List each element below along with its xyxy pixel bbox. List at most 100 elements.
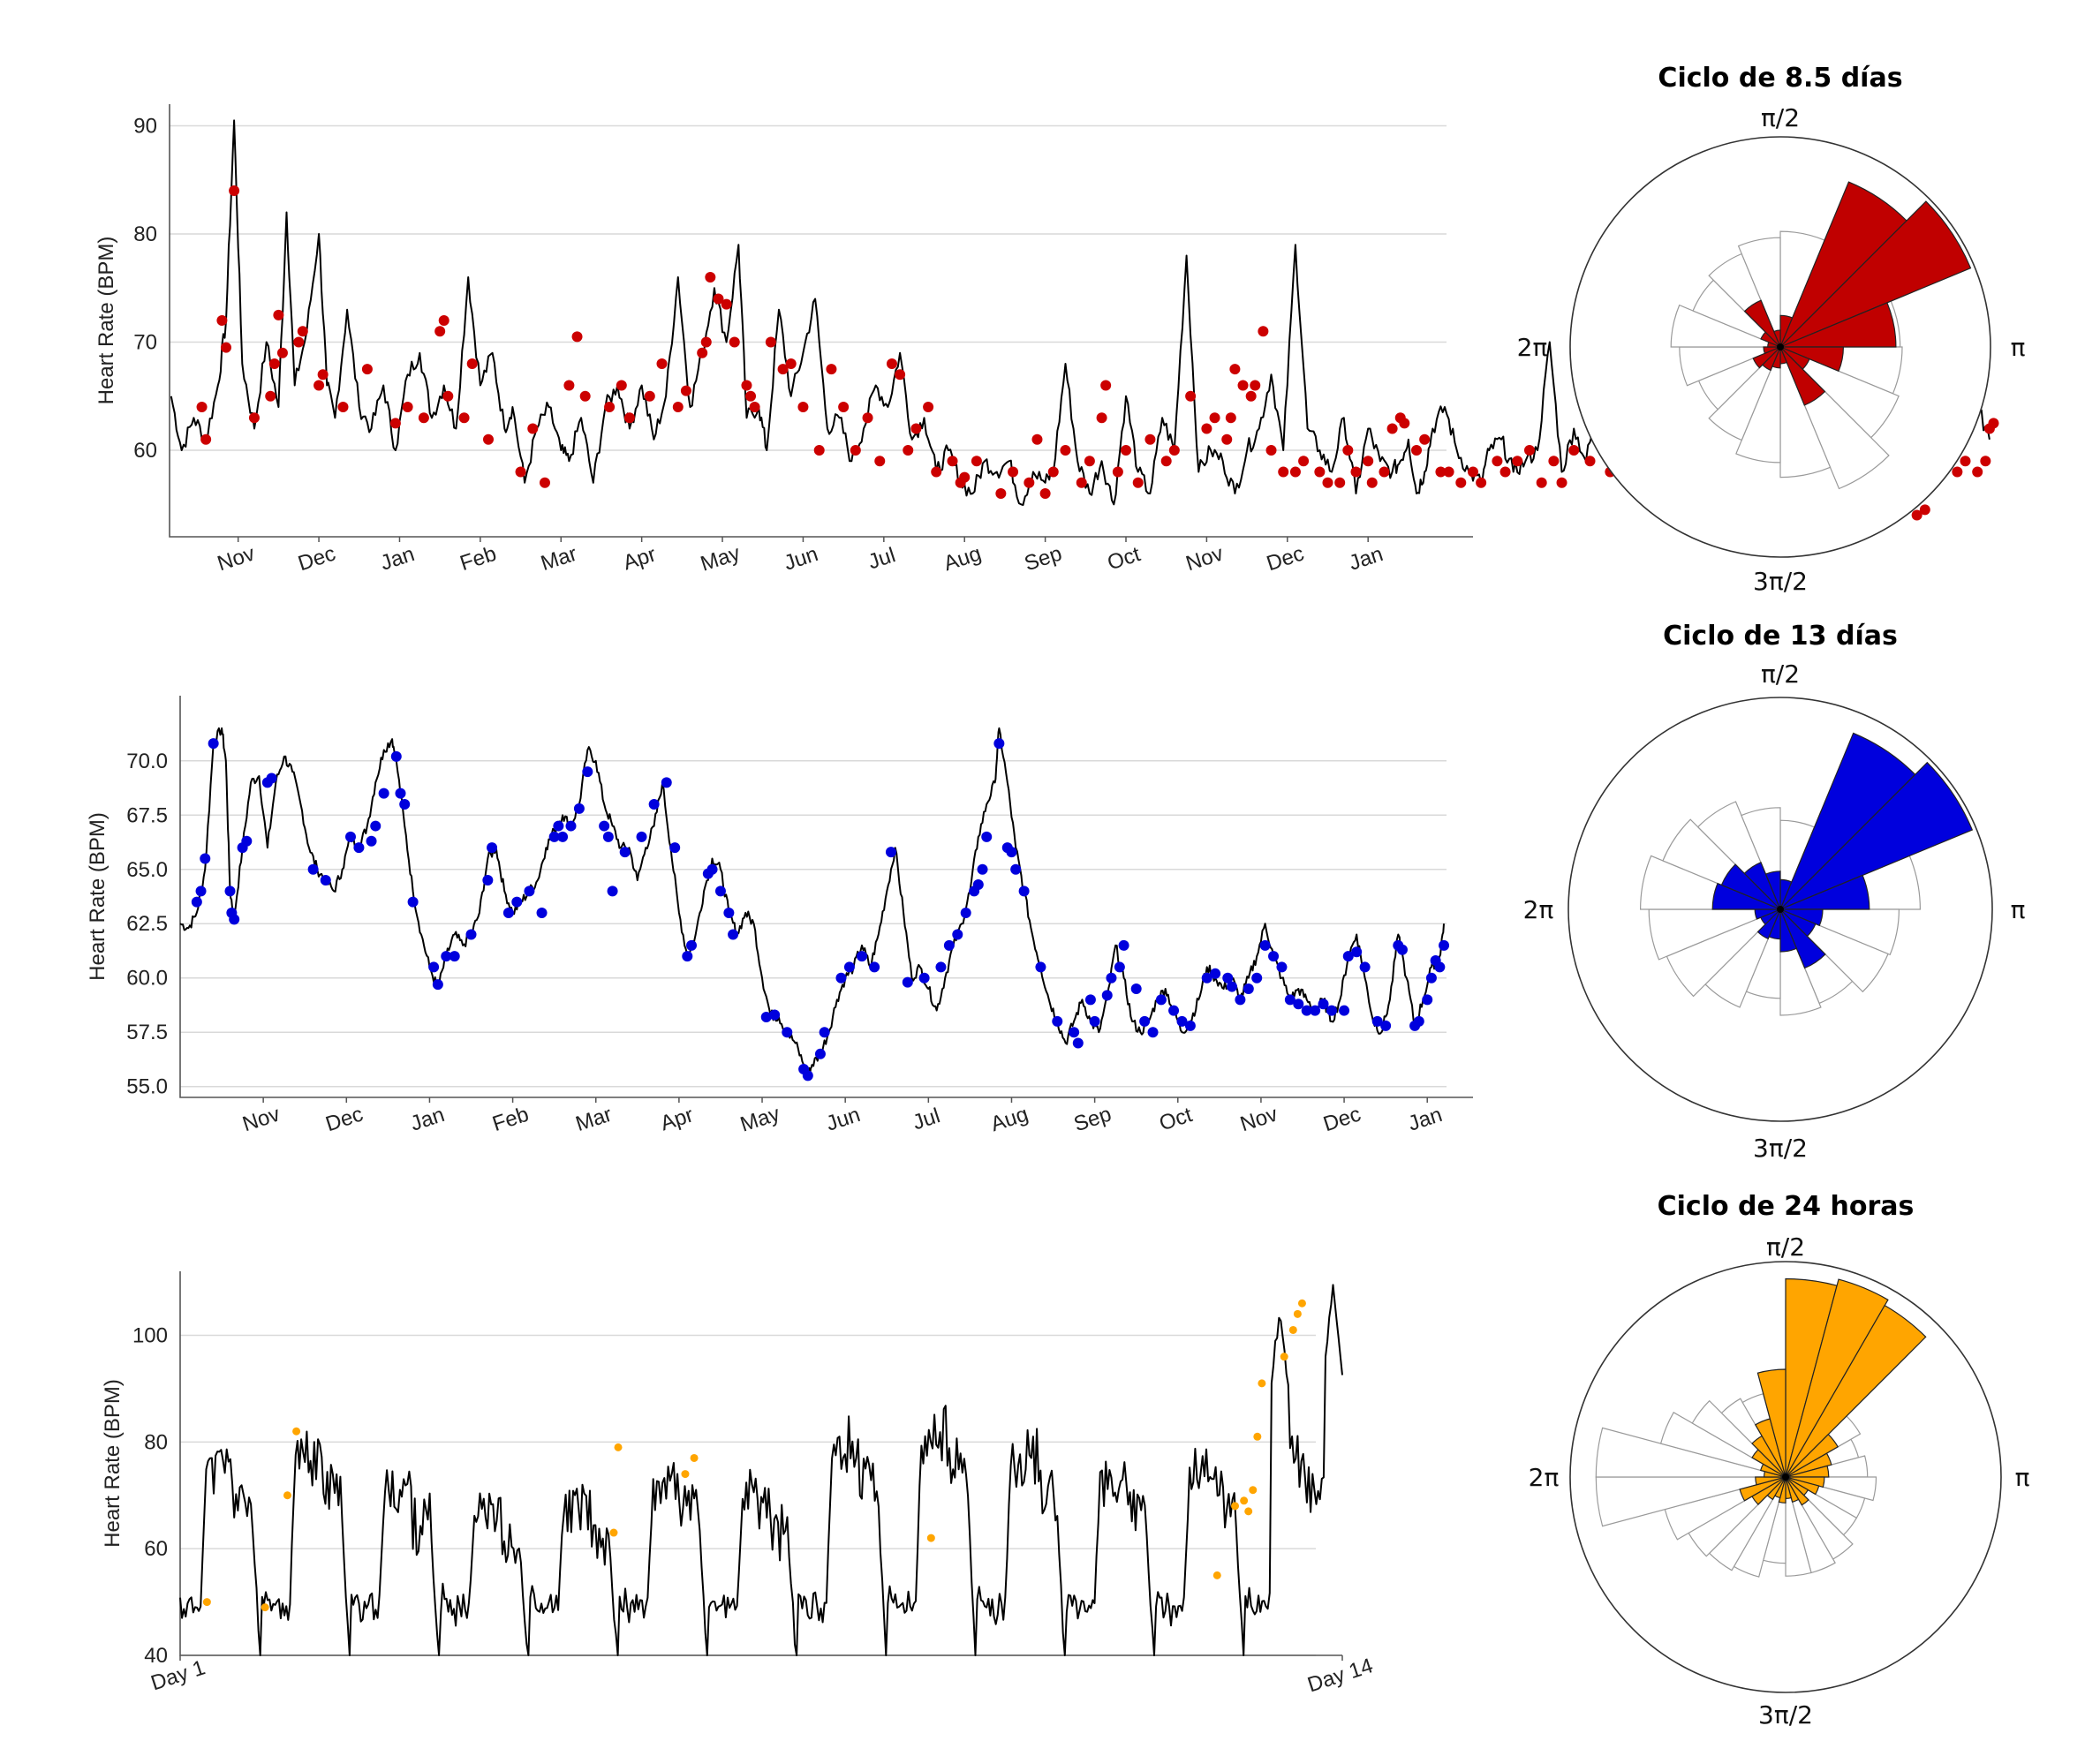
cycle-marker-point (229, 185, 240, 196)
cycle-marker-point (418, 412, 429, 424)
cycle-marker-point (1363, 456, 1374, 467)
x-tick-label: Aug (988, 1102, 1031, 1136)
polar-filled-bar (1739, 1476, 1787, 1502)
y-axis-label: Heart Rate (BPM) (86, 812, 110, 981)
cycle-marker-point (1276, 961, 1288, 973)
cycle-marker-point (814, 1048, 826, 1059)
cycle-marker-point (1176, 1015, 1188, 1027)
cycle-marker-point (1243, 984, 1254, 995)
cycle-marker-point (686, 939, 698, 951)
cycle-marker-point (1210, 968, 1221, 979)
polar-filled-bar (1743, 299, 1781, 348)
cycle-marker-point (261, 1603, 269, 1612)
cycle-marker-point (1439, 939, 1450, 951)
cycle-marker-point (1106, 972, 1117, 984)
x-tick-label: Jan (378, 542, 418, 576)
cycle-marker-point (850, 445, 861, 456)
cycle-marker-point (353, 842, 365, 854)
cycle-marker-point (981, 831, 993, 842)
cycle-marker-point (1499, 466, 1511, 478)
x-tick-label: May (737, 1102, 782, 1137)
cycle-marker-point (1468, 466, 1478, 478)
cycle-marker-point (389, 418, 401, 429)
cycle-marker-point (268, 358, 280, 369)
cycle-marker-point (1222, 972, 1234, 984)
timeseries-8-5-day-chart: 60 70 80 90 Heart Rate (BPM) Nov Dec Jan Feb Mar A… (94, 104, 1999, 577)
cycle-marker-point (1006, 847, 1017, 858)
x-tick-label: Apr (658, 1103, 697, 1135)
cycle-marker-point (1024, 477, 1035, 488)
polar-title: Ciclo de 8.5 días (1658, 63, 1902, 94)
cycle-marker-point (648, 798, 660, 810)
cycle-marker-point (602, 831, 614, 842)
cycle-marker-point (1523, 445, 1535, 456)
cycle-marker-point (819, 1027, 830, 1038)
cycle-marker-point (248, 412, 260, 424)
cycle-marker-point (813, 445, 825, 456)
cycle-marker-point (317, 369, 329, 381)
cycle-marker-point (196, 402, 208, 412)
cycle-marker-point (483, 433, 495, 445)
cycle-marker-point (723, 907, 735, 918)
polar-filled-bar (1779, 874, 1870, 910)
cycle-marker-point (297, 326, 308, 337)
cycle-marker-point (565, 820, 577, 832)
x-tick-label: Jul (865, 543, 899, 574)
cycle-marker-point (399, 798, 411, 810)
cycle-marker-point (1536, 477, 1547, 488)
cycle-marker-point (536, 907, 548, 918)
cycle-marker-point (434, 326, 446, 337)
polar-filled-bar (1785, 1278, 1889, 1478)
polar-filled-bar (1779, 200, 1972, 348)
cycle-marker-point (1185, 390, 1197, 402)
cycle-marker-point (1089, 1015, 1100, 1027)
polar-filled-bar (1785, 1476, 1800, 1504)
cycle-marker-point (1301, 1005, 1312, 1016)
heart-rate-line (179, 727, 1445, 1077)
cycle-marker-point (943, 939, 955, 951)
cycle-marker-point (1584, 456, 1596, 467)
polar-filled-bar (1779, 908, 1826, 969)
cycle-marker-point (769, 1009, 781, 1021)
cycle-marker-point (390, 750, 402, 762)
cycle-marker-point (573, 803, 585, 814)
cycle-marker-point (366, 835, 377, 847)
cycle-marker-point (1225, 412, 1236, 424)
cycle-marker-point (320, 875, 331, 886)
cycle-marker-point (669, 842, 681, 854)
cycle-marker-point (959, 471, 971, 483)
cycle-marker-point (745, 390, 757, 402)
cycle-marker-point (614, 1443, 623, 1451)
cycle-marker-point (563, 380, 575, 391)
cycle-marker-point (1253, 1432, 1262, 1441)
cycle-marker-point (195, 886, 207, 897)
cycle-marker-point (465, 929, 477, 940)
cycle-marker-point (1209, 412, 1220, 424)
cycle-marker-point (1008, 466, 1019, 478)
polar-24-hour-chart: Ciclo de 24 horas π/2 3π/2 2π π (1529, 1191, 2030, 1730)
cycle-marker-point (1293, 999, 1304, 1010)
cycle-marker-point (1366, 477, 1378, 488)
axis-frame (179, 696, 1473, 1098)
cycle-marker-point (903, 445, 914, 456)
polar-filled-bar (1756, 908, 1781, 940)
cycle-marker-point (1018, 886, 1030, 897)
cycle-marker-point (607, 886, 618, 897)
cycle-marker-point (1980, 456, 1991, 467)
x-tick-label: May (698, 541, 743, 577)
cycle-marker-point (1121, 445, 1132, 456)
cycle-marker-point (557, 831, 569, 842)
cycle-marker-point (292, 1427, 301, 1436)
cycle-marker-point (283, 1491, 291, 1500)
cycle-marker-point (680, 385, 691, 396)
polar-center (1777, 343, 1784, 350)
cycle-marker-point (1039, 488, 1051, 499)
cycle-marker-point (191, 896, 202, 908)
cycle-marker-point (273, 309, 284, 320)
polar-empty-bar (1737, 237, 1781, 348)
cycle-marker-point (487, 842, 498, 854)
cycle-marker-point (681, 1470, 690, 1479)
cycle-marker-point (1371, 1015, 1383, 1027)
cycle-marker-point (1334, 477, 1346, 488)
polar-filled-bar (1785, 1476, 1809, 1506)
